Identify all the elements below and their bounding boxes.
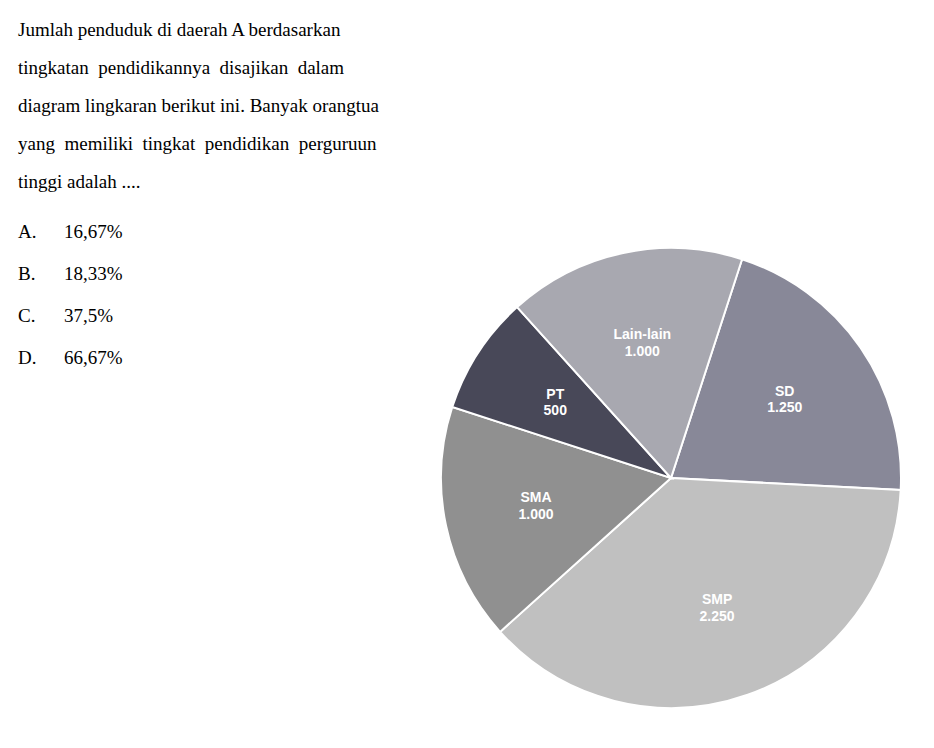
html-text:B.: B. — [18, 263, 36, 284]
svg-text:SMA1.000: SMA1.000 — [518, 489, 553, 522]
svg-text:PT500: PT500 — [544, 386, 568, 419]
html-text:C.: C. — [18, 305, 36, 326]
html-text:diagram lingkaran berikut ini.: diagram lingkaran berikut ini. Banyak or… — [18, 95, 379, 116]
html-text:D.: D. — [18, 347, 37, 368]
svg-text:SD1.250: SD1.250 — [767, 383, 802, 416]
html-text:tingkatan pendidikannya disaji: tingkatan pendidikannya disajikan dalam — [18, 57, 345, 78]
html-text:yang memiliki tingkat pendidik: yang memiliki tingkat pendidikan perguru… — [18, 133, 377, 154]
html-text:16,67%: 16,67% — [64, 221, 123, 242]
html-text:18,33%: 18,33% — [64, 263, 123, 284]
html-text:A.: A. — [18, 221, 37, 242]
html-text:Jumlah penduduk di daerah A be: Jumlah penduduk di daerah A berdasarkan — [18, 19, 341, 40]
html-text:66,67%: 66,67% — [64, 347, 123, 368]
svg-text:SMP2.250: SMP2.250 — [700, 591, 735, 624]
html-text:tinggi adalah ....: tinggi adalah .... — [18, 171, 141, 192]
html-text:37,5%: 37,5% — [64, 305, 114, 326]
svg-text:Lain-lain1.000: Lain-lain1.000 — [614, 326, 672, 359]
